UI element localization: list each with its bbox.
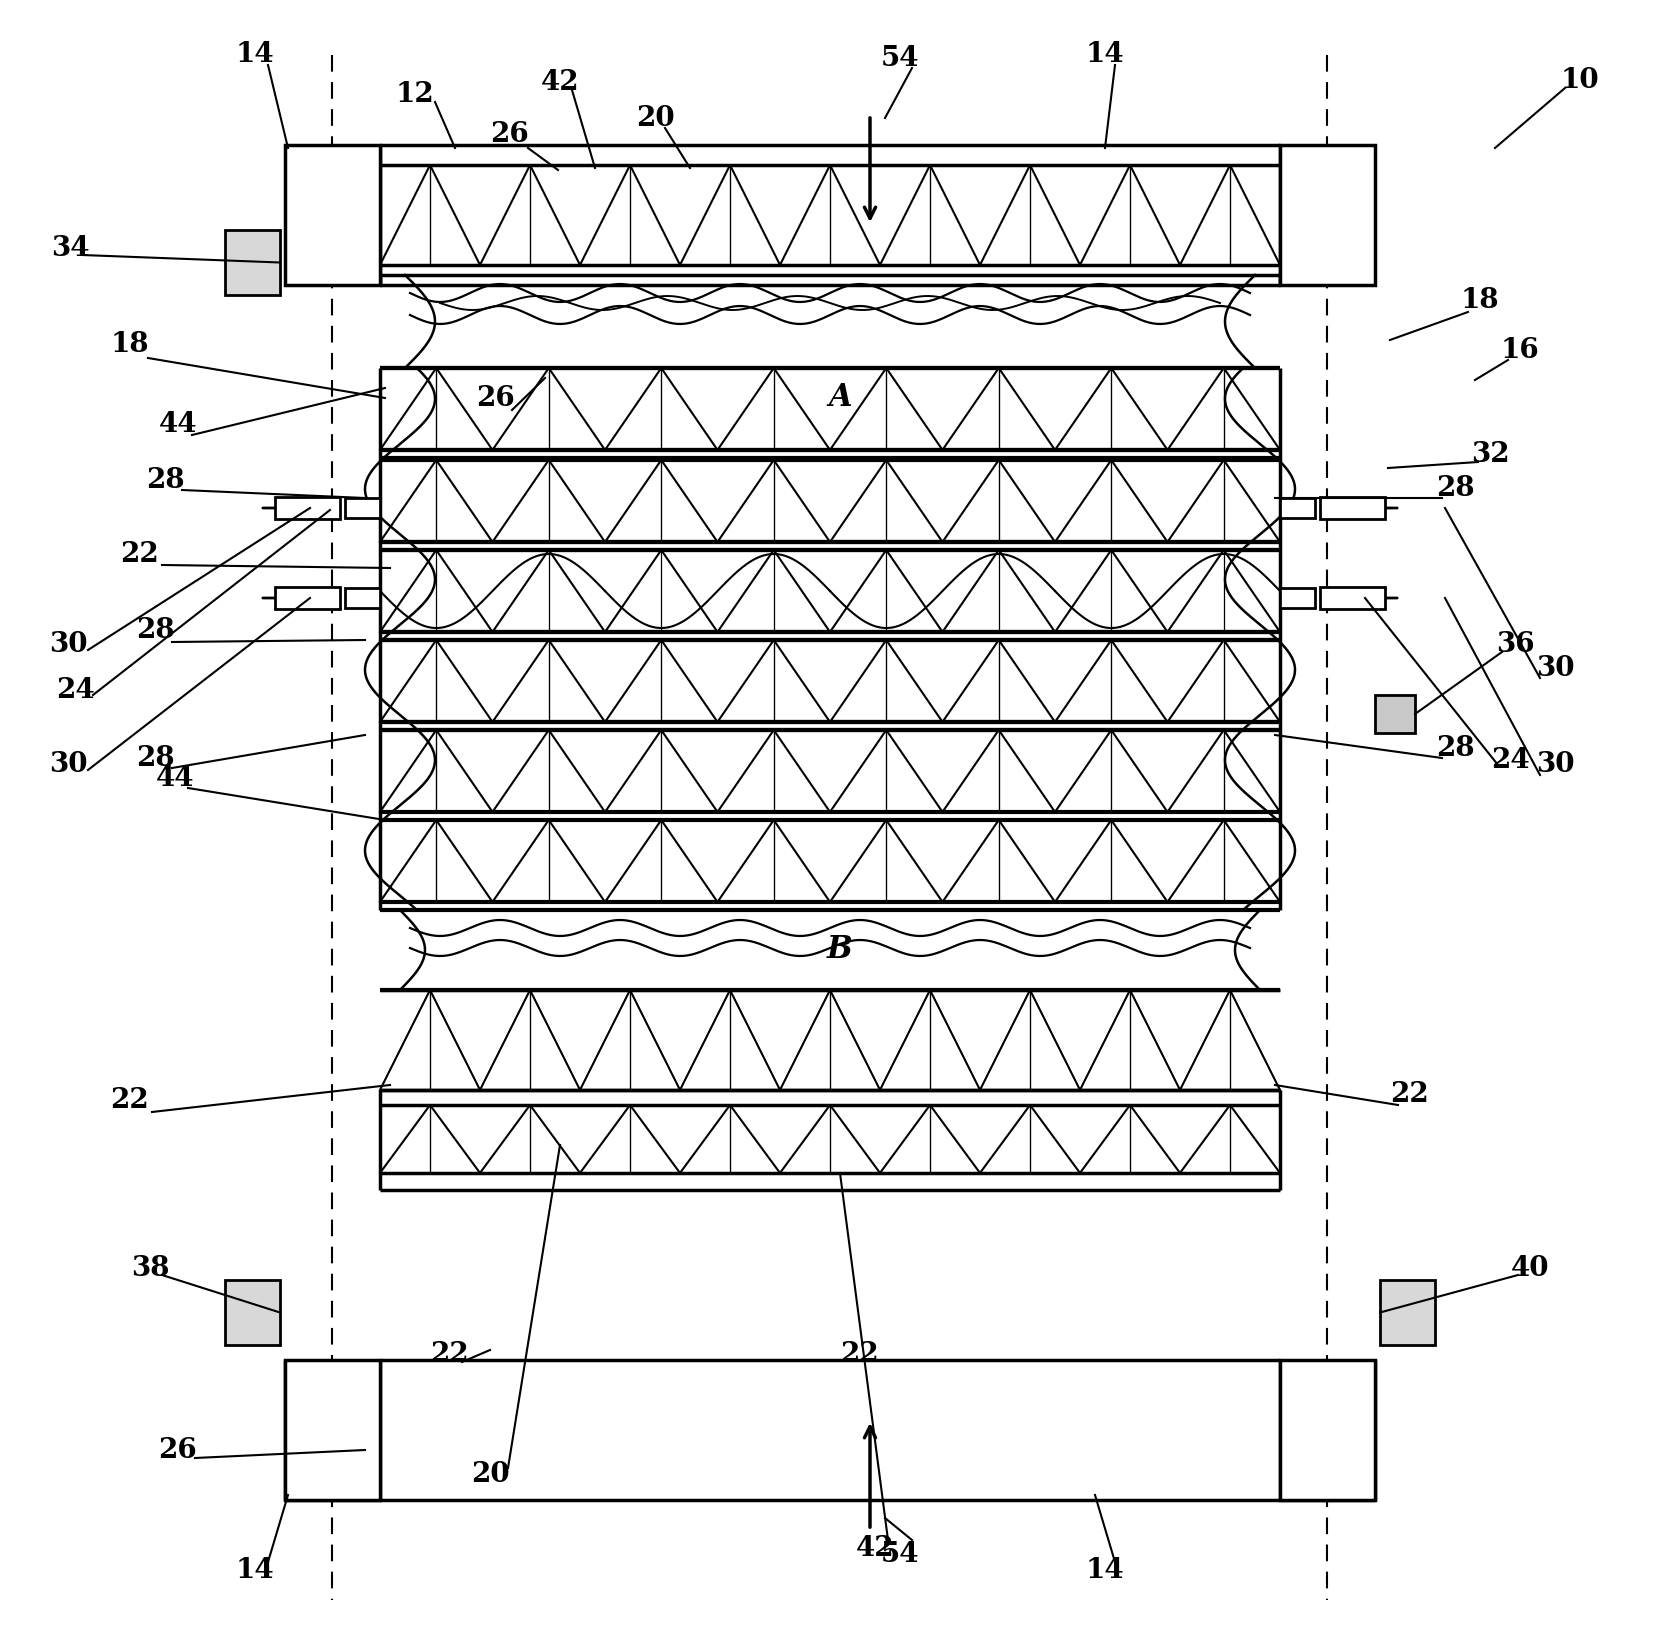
Text: 28: 28: [1435, 734, 1475, 762]
Text: 42: 42: [541, 69, 580, 95]
Text: 26: 26: [475, 385, 515, 411]
Text: 54: 54: [880, 44, 919, 72]
Text: 14: 14: [236, 41, 274, 69]
Text: 18: 18: [1460, 287, 1500, 313]
Text: 28: 28: [136, 744, 174, 772]
Bar: [276, 587, 341, 610]
Bar: [1281, 144, 1375, 285]
Bar: [286, 144, 380, 285]
Text: A: A: [829, 382, 852, 413]
Bar: [345, 498, 380, 518]
Bar: [345, 588, 380, 608]
Text: 12: 12: [395, 82, 435, 108]
Bar: [224, 229, 281, 295]
Text: 28: 28: [146, 467, 184, 493]
Bar: [276, 497, 341, 520]
Text: 26: 26: [158, 1436, 198, 1464]
Text: 10: 10: [1561, 67, 1600, 93]
Text: 36: 36: [1495, 631, 1535, 659]
Bar: [286, 1360, 380, 1500]
Text: 28: 28: [1435, 475, 1475, 502]
Text: 30: 30: [1536, 654, 1575, 682]
Text: 34: 34: [51, 234, 90, 262]
Text: 30: 30: [48, 752, 88, 779]
Bar: [1320, 587, 1385, 610]
Text: 54: 54: [880, 1542, 919, 1569]
Bar: [1281, 1360, 1375, 1500]
Text: 40: 40: [1512, 1254, 1550, 1282]
Text: 30: 30: [48, 631, 88, 659]
Text: 28: 28: [136, 616, 174, 644]
Text: 24: 24: [56, 677, 95, 703]
Bar: [224, 1280, 281, 1346]
Text: 32: 32: [1470, 441, 1510, 469]
Bar: [1281, 498, 1316, 518]
Text: 22: 22: [121, 541, 159, 569]
Text: 44: 44: [156, 764, 194, 792]
Text: 24: 24: [1490, 746, 1530, 774]
Bar: [1380, 1280, 1435, 1346]
Text: 44: 44: [159, 411, 198, 439]
Text: 14: 14: [1086, 41, 1124, 69]
Text: 42: 42: [855, 1534, 894, 1562]
Text: B: B: [827, 934, 852, 965]
Text: 22: 22: [430, 1341, 470, 1369]
Text: 30: 30: [1536, 752, 1575, 779]
Bar: [1320, 497, 1385, 520]
Bar: [1375, 695, 1415, 733]
Text: 18: 18: [111, 331, 149, 359]
Text: 22: 22: [1390, 1082, 1430, 1108]
Text: 26: 26: [490, 121, 530, 149]
Text: 14: 14: [236, 1557, 274, 1583]
Text: 22: 22: [840, 1341, 879, 1369]
Text: 16: 16: [1500, 336, 1540, 364]
Text: 20: 20: [636, 105, 674, 131]
Text: 38: 38: [131, 1254, 169, 1282]
Bar: [1281, 588, 1316, 608]
Text: 20: 20: [470, 1462, 510, 1488]
Text: 22: 22: [111, 1087, 149, 1113]
Text: 14: 14: [1086, 1557, 1124, 1583]
